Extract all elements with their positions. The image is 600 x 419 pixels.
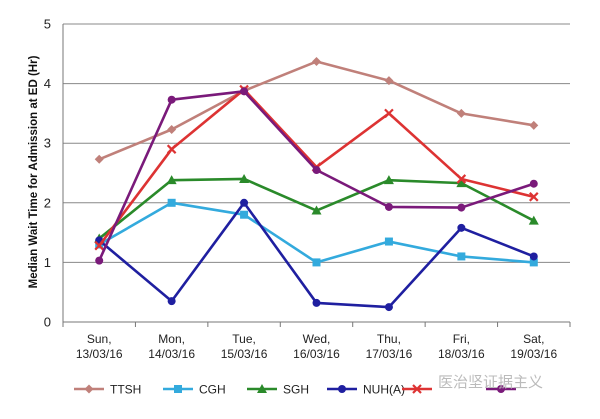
data-point: [528, 215, 539, 225]
data-point: [384, 76, 394, 86]
y-tick-label: 3: [44, 136, 51, 151]
legend-marker: [497, 385, 505, 393]
data-point: [95, 256, 104, 265]
data-point: [312, 166, 321, 175]
y-tick-label: 5: [44, 17, 51, 32]
legend-marker: [412, 384, 422, 394]
data-point: [456, 108, 466, 118]
y-tick-label: 2: [44, 195, 51, 210]
legend-label: CGH: [199, 383, 226, 397]
data-point: [240, 198, 249, 207]
data-point: [384, 237, 393, 246]
data-point: [311, 205, 322, 215]
axes: [62, 24, 571, 327]
data-point: [384, 202, 393, 211]
data-point: [167, 95, 176, 104]
data-point: [457, 203, 466, 212]
legend-item-ttsh: TTSH: [74, 383, 141, 397]
data-point: [240, 210, 249, 219]
data-point: [167, 297, 176, 306]
y-tick-label: 4: [44, 76, 51, 91]
legend-marker: [84, 384, 94, 394]
x-tick-label: Sun, 13/03/16: [76, 332, 123, 361]
data-point: [383, 175, 394, 185]
data-point: [312, 298, 321, 307]
series-ktph: [95, 87, 538, 265]
y-axis-title: Median Wait Time for Admission at ED (Hr…: [28, 55, 40, 288]
legend: TTSH CGH SGH NUH(A): [74, 383, 516, 397]
series-cgh: [95, 198, 538, 267]
data-point: [312, 57, 321, 67]
x-tick-label: Mon, 14/03/16: [148, 332, 195, 361]
legend-item-ntfgh: [402, 384, 432, 394]
data-point: [529, 258, 538, 267]
legend-marker: [257, 384, 267, 393]
legend-item-nuh-a-: NUH(A): [327, 383, 405, 397]
data-point: [457, 252, 466, 261]
data-point: [384, 108, 394, 119]
data-point: [384, 303, 393, 312]
data-point: [312, 258, 321, 267]
data-point: [240, 87, 249, 96]
data-point: [166, 175, 177, 185]
data-point: [167, 198, 176, 207]
x-tick-label: Tue, 15/03/16: [221, 332, 268, 361]
x-tick-label: Wed, 16/03/16: [293, 332, 340, 361]
data-point: [529, 120, 539, 130]
data-point: [239, 173, 250, 183]
y-tick-label: 1: [44, 255, 51, 270]
x-tick-label: Thu, 17/03/16: [366, 332, 413, 361]
x-tick-label: Fri, 18/03/16: [438, 332, 485, 361]
legend-item-cgh: CGH: [163, 383, 226, 397]
data-point: [529, 192, 539, 202]
legend-item-sgh: SGH: [247, 383, 309, 397]
legend-marker: [338, 385, 346, 393]
y-tick-labels: 0 1 2 3 4 5: [44, 17, 51, 330]
x-tick-label: Sat, 19/03/16: [510, 332, 557, 361]
legend-item-ktph: [486, 385, 516, 393]
data-point: [94, 154, 104, 164]
data-point: [529, 252, 538, 261]
data-point: [457, 223, 466, 232]
y-tick-label: 0: [44, 315, 51, 330]
gridlines: [63, 23, 570, 263]
data-point: [94, 240, 104, 251]
legend-label: SGH: [283, 383, 309, 397]
data-point: [166, 144, 177, 154]
legend-marker: [174, 385, 182, 393]
legend-label: TTSH: [110, 383, 141, 397]
watermark-text: 医治坚证据主义: [438, 373, 543, 391]
series-group: [94, 57, 539, 312]
x-tick-labels: Sun, 13/03/16 Mon, 14/03/16 Tue, 15/03/16 Wed,…: [76, 332, 558, 361]
data-point: [456, 178, 467, 188]
data-point: [167, 124, 177, 134]
legend-label: NUH(A): [363, 383, 405, 397]
data-point: [456, 174, 467, 184]
data-point: [529, 179, 538, 188]
